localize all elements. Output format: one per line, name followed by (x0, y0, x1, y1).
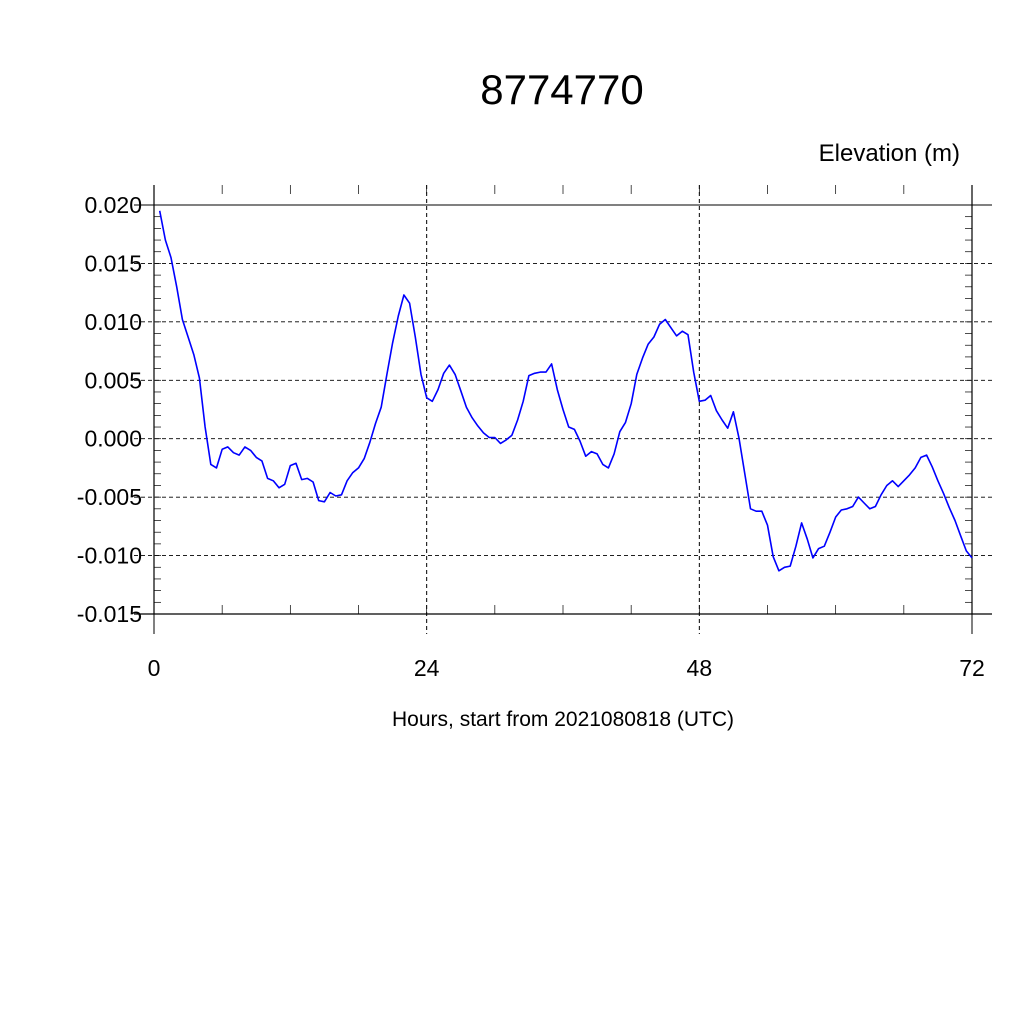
y-tick-label: -0.015 (77, 601, 142, 627)
x-tick-label: 24 (414, 655, 440, 681)
y-tick-label: 0.005 (84, 367, 142, 393)
x-axis-label: Hours, start from 2021080818 (UTC) (392, 708, 734, 731)
y-tick-label: -0.005 (77, 484, 142, 510)
y-tick-label: 0.015 (84, 250, 142, 276)
x-tick-label: 72 (959, 655, 985, 681)
y-tick-label: 0.020 (84, 192, 142, 218)
y-axis-label: Elevation (m) (818, 140, 960, 167)
y-tick-label: 0.000 (84, 426, 142, 452)
y-tick-label: -0.010 (77, 543, 142, 569)
elevation-series-line (158, 210, 973, 572)
y-tick-label: 0.010 (84, 309, 142, 335)
x-tick-label: 0 (148, 655, 161, 681)
chart-title: 8774770 (480, 66, 644, 113)
x-tick-label: 48 (687, 655, 713, 681)
plot-frame (154, 185, 972, 614)
